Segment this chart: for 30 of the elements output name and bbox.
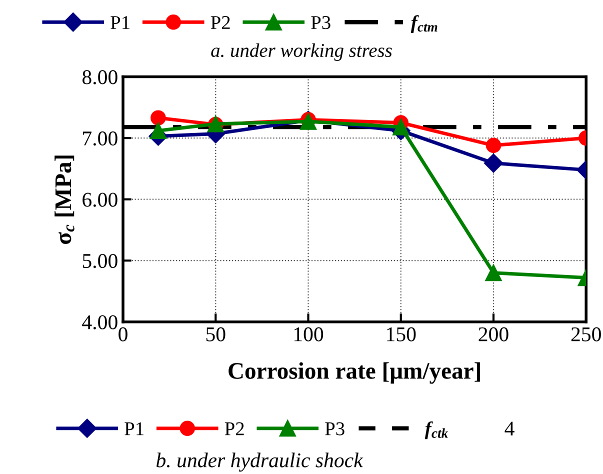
text: b. under hydraulic shock [156, 452, 364, 472]
point [150, 110, 166, 126]
legend-label: P1 [110, 16, 130, 29]
x-tick-label: 100 [294, 327, 324, 342]
y-tick-label: 6.00 [82, 192, 118, 207]
point [392, 118, 410, 136]
point [484, 154, 504, 173]
text: P1 [124, 422, 144, 436]
text: P3 [325, 422, 344, 436]
x-tick-label: 250 [571, 327, 601, 342]
x-axis-title: Corrosion rate [μm/year] [228, 362, 480, 384]
x-tick-label: 150 [387, 327, 416, 342]
y-tick-label: 4.00 [82, 315, 118, 330]
text: f$_{ctk}$ [424, 421, 448, 440]
y-tick-label: 5.00 [82, 254, 118, 268]
legend-label: P2 [210, 16, 230, 29]
text: P2 [224, 422, 244, 436]
y-tick-label: 7.00 [83, 131, 118, 146]
x-tick-label: 0 [118, 327, 128, 342]
y-tick-label: 8.00 [82, 70, 118, 84]
point [486, 138, 502, 154]
point [485, 264, 502, 282]
x-tick-label: 200 [478, 327, 508, 342]
chart-title: a. under working stress [211, 43, 392, 61]
x-tick-label: 50 [206, 327, 226, 342]
text: 4 [504, 422, 514, 436]
point [150, 122, 167, 140]
y-axis-title: σ$_{c}$ [MPa] [54, 156, 74, 244]
legend-label: f$_{ctm}$ [410, 15, 438, 33]
legend-label: P3 [311, 16, 330, 30]
